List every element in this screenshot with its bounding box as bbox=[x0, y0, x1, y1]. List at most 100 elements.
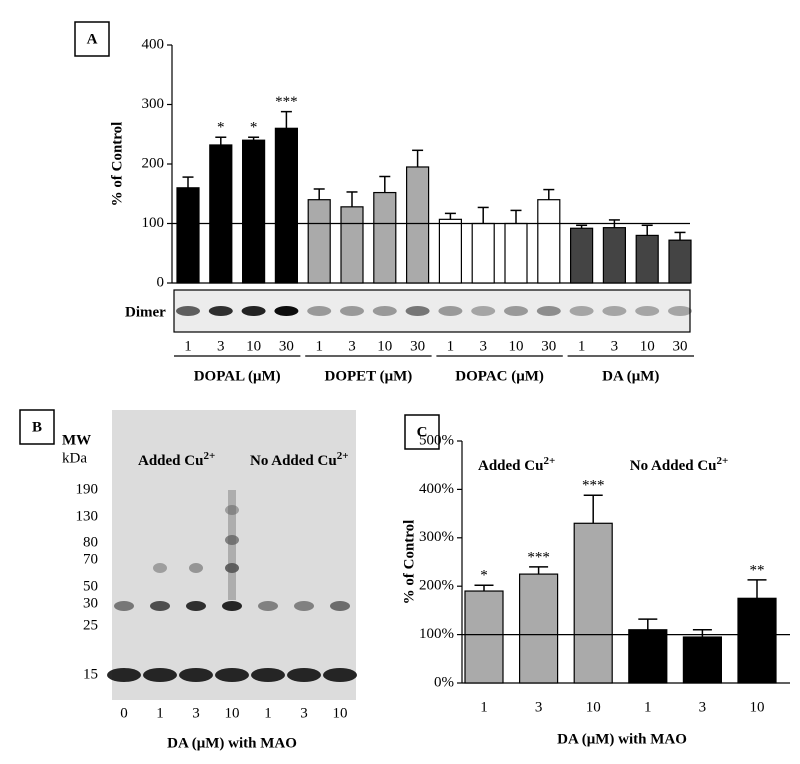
x-tick-label: 1 bbox=[315, 338, 323, 354]
mw-marker: 70 bbox=[83, 551, 98, 567]
bar bbox=[737, 597, 777, 684]
gel-band bbox=[569, 306, 594, 316]
gel-band bbox=[668, 306, 692, 316]
superscript: 2+ bbox=[337, 450, 349, 462]
label-text: Added Cu bbox=[138, 453, 203, 469]
annotation: Added Cu2+ bbox=[138, 450, 215, 470]
y-axis-label: % of Control bbox=[109, 122, 125, 207]
gel-band bbox=[153, 563, 167, 573]
x-tick-label: 30 bbox=[673, 338, 688, 354]
x-tick-label: 3 bbox=[217, 338, 225, 354]
mw-marker: 15 bbox=[83, 666, 98, 682]
label-text: No Added Cu bbox=[250, 453, 337, 469]
x-tick-label: 3 bbox=[535, 699, 543, 715]
gel-band bbox=[307, 306, 332, 316]
significance: * bbox=[250, 120, 258, 136]
gel-band bbox=[504, 306, 528, 316]
y-tick-label: 300% bbox=[419, 529, 454, 545]
bar bbox=[406, 166, 430, 284]
gel-band bbox=[258, 601, 278, 611]
x-tick-label: 10 bbox=[246, 338, 261, 354]
gel-band bbox=[143, 668, 177, 682]
gel-band bbox=[287, 668, 321, 682]
gel-band bbox=[294, 601, 314, 611]
gel-band bbox=[471, 306, 496, 316]
y-tick-label: 200% bbox=[419, 578, 454, 594]
lane-label: 3 bbox=[192, 705, 200, 721]
gel-band bbox=[176, 306, 200, 316]
bar bbox=[504, 222, 528, 284]
gel-band bbox=[635, 306, 660, 316]
bar bbox=[307, 199, 331, 284]
group-label: DOPAC (μM) bbox=[455, 368, 544, 384]
x-tick-label: 1 bbox=[480, 699, 488, 715]
x-tick-label: 30 bbox=[279, 338, 294, 354]
gel-band bbox=[536, 306, 561, 316]
bar bbox=[464, 590, 504, 684]
gel-band bbox=[215, 668, 249, 682]
gel-band bbox=[405, 306, 430, 316]
y-tick-label: 100 bbox=[142, 215, 165, 231]
gel-band bbox=[251, 668, 285, 682]
x-tick-label: 30 bbox=[541, 338, 556, 354]
lane-label: 3 bbox=[300, 705, 308, 721]
group-label: DOPAL (μM) bbox=[194, 368, 281, 384]
bar bbox=[176, 187, 200, 284]
significance: * bbox=[217, 120, 225, 136]
significance: * bbox=[480, 568, 488, 584]
gel-band bbox=[150, 601, 170, 611]
gel-band bbox=[372, 306, 397, 316]
mw-marker: 25 bbox=[83, 617, 98, 633]
group-label: DA (μM) bbox=[602, 368, 659, 384]
gel-band bbox=[107, 668, 141, 682]
lane-label: 1 bbox=[264, 705, 272, 721]
x-tick-label: 10 bbox=[586, 699, 601, 715]
bar bbox=[438, 218, 462, 284]
bar bbox=[602, 227, 627, 284]
gel-band bbox=[274, 306, 299, 316]
x-tick-label: 1 bbox=[184, 338, 192, 354]
x-axis-label: DA (μM) with MAO bbox=[557, 731, 687, 747]
group-label: DOPET (μM) bbox=[324, 368, 412, 384]
x-tick-label: 10 bbox=[509, 338, 524, 354]
x-tick-label: 3 bbox=[479, 338, 487, 354]
panel-label: B bbox=[32, 419, 42, 435]
bar bbox=[471, 222, 495, 284]
gel-band bbox=[189, 563, 203, 573]
y-axis-label: % of Control bbox=[401, 520, 417, 605]
gel-band bbox=[114, 601, 134, 611]
y-tick-label: 0% bbox=[434, 674, 454, 690]
bar bbox=[518, 573, 559, 684]
legend-label: Added Cu2+ bbox=[478, 455, 555, 475]
gel-band bbox=[225, 535, 239, 545]
y-tick-label: 400 bbox=[142, 36, 165, 52]
mw-unit: kDa bbox=[62, 450, 87, 466]
bar bbox=[537, 199, 561, 284]
gel-band bbox=[208, 306, 233, 316]
bar bbox=[569, 227, 594, 284]
lane-label: 0 bbox=[120, 705, 128, 721]
gel-label: Dimer bbox=[125, 304, 166, 320]
gel-band bbox=[330, 601, 350, 611]
gel bbox=[112, 410, 356, 700]
gel-band bbox=[340, 306, 364, 316]
bar bbox=[209, 144, 233, 284]
x-tick-label: 3 bbox=[699, 699, 707, 715]
lane-label: 10 bbox=[225, 705, 240, 721]
significance: *** bbox=[275, 94, 298, 110]
bar bbox=[373, 191, 397, 284]
x-tick-label: 1 bbox=[447, 338, 455, 354]
superscript: 2+ bbox=[543, 455, 555, 467]
annotation: No Added Cu2+ bbox=[250, 450, 348, 470]
gel-band bbox=[323, 668, 357, 682]
gel-band bbox=[179, 668, 213, 682]
mw-marker: 80 bbox=[83, 534, 98, 550]
gel-band bbox=[186, 601, 206, 611]
gel-band bbox=[225, 505, 239, 515]
y-tick-label: 100% bbox=[419, 626, 454, 642]
y-tick-label: 200 bbox=[142, 155, 165, 171]
mw-marker: 190 bbox=[76, 481, 99, 497]
mw-marker: 130 bbox=[76, 508, 99, 524]
lane-label: 1 bbox=[156, 705, 164, 721]
y-tick-label: 500% bbox=[419, 432, 454, 448]
